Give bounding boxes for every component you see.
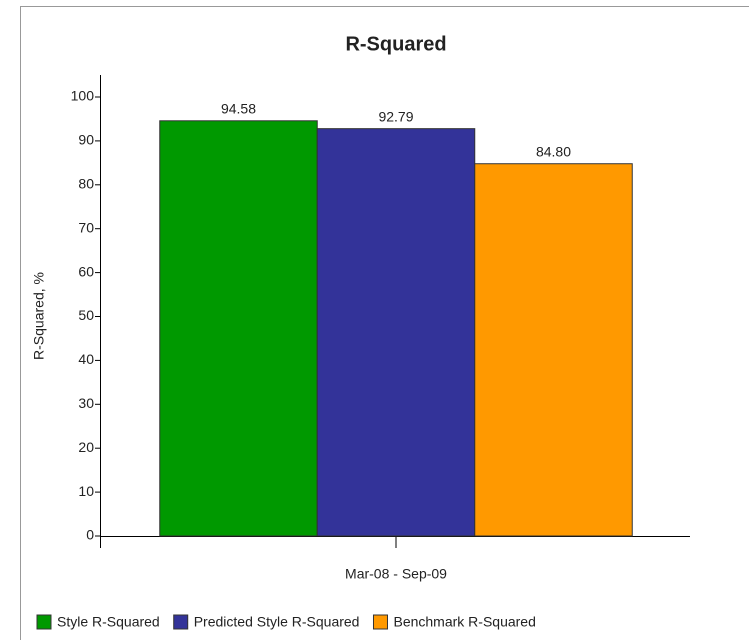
x-tick-label: Mar-08 - Sep-09	[345, 566, 447, 582]
legend-label: Benchmark R-Squared	[393, 614, 535, 630]
legend-swatch	[372, 614, 388, 630]
bar	[316, 128, 476, 537]
y-tick-label: 30	[78, 395, 94, 411]
value-label: 84.80	[536, 143, 571, 159]
y-tick-label: 10	[78, 483, 94, 499]
legend-swatch	[173, 614, 189, 630]
legend-swatch	[36, 614, 52, 630]
legend-label: Style R-Squared	[57, 614, 160, 630]
value-label: 92.79	[378, 108, 413, 124]
bar	[474, 163, 633, 537]
y-tick-label: 20	[78, 439, 94, 455]
bar	[159, 120, 318, 537]
y-tick-label: 70	[78, 219, 94, 235]
frame	[20, 6, 749, 640]
y-axis-label: R-Squared, %	[31, 272, 47, 360]
y-tick-label: 40	[78, 351, 94, 367]
y-tick-label: 50	[78, 307, 94, 323]
value-label: 94.58	[221, 100, 256, 116]
y-tick-label: 0	[86, 527, 94, 543]
y-tick-label: 60	[78, 263, 94, 279]
chart-title: R-Squared	[345, 33, 446, 55]
y-tick-label: 90	[78, 132, 94, 148]
y-tick-label: 80	[78, 176, 94, 192]
legend-label: Predicted Style R-Squared	[194, 614, 360, 630]
y-tick-label: 100	[71, 88, 95, 104]
